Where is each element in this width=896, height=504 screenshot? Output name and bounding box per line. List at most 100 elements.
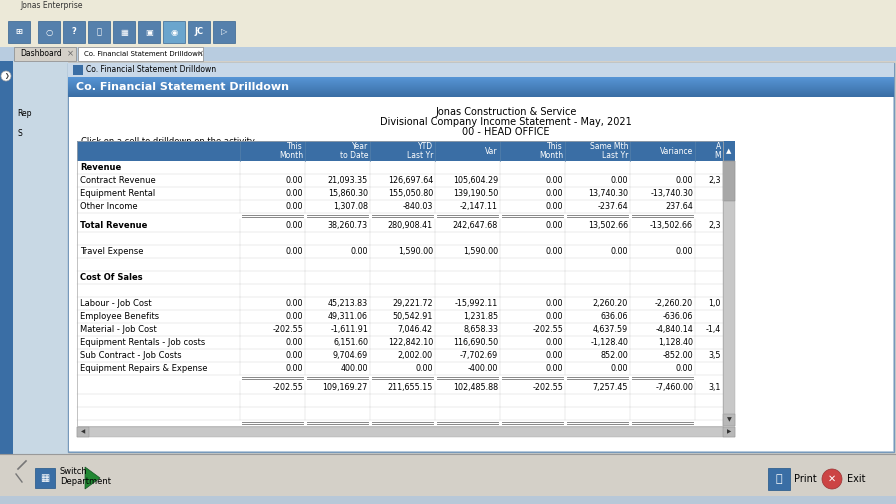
Bar: [77, 323, 723, 336]
Text: 3,1: 3,1: [709, 383, 721, 392]
Text: Employee Benefits: Employee Benefits: [80, 312, 159, 321]
Polygon shape: [85, 467, 100, 489]
Text: 2,3: 2,3: [709, 176, 721, 185]
Text: ▣: ▣: [145, 28, 153, 36]
Text: ◀: ◀: [81, 429, 85, 434]
Text: Jonas Construction & Service: Jonas Construction & Service: [435, 107, 576, 117]
Text: 0.00: 0.00: [676, 364, 693, 373]
Text: 122,842.10: 122,842.10: [388, 338, 433, 347]
Bar: [77, 141, 723, 161]
Text: 2,3: 2,3: [709, 221, 721, 230]
Bar: [68, 77, 894, 78]
Text: 105,604.29: 105,604.29: [452, 176, 498, 185]
Bar: [8, 21, 30, 43]
Text: ▦: ▦: [120, 28, 128, 36]
Text: 1,0: 1,0: [709, 299, 721, 308]
Bar: [68, 89, 894, 90]
Bar: [213, 21, 235, 43]
Bar: [0, 454, 896, 504]
Text: Revenue: Revenue: [80, 163, 121, 172]
Bar: [77, 336, 723, 349]
Text: 0.00: 0.00: [610, 176, 628, 185]
Text: 852.00: 852.00: [600, 351, 628, 360]
Text: Co. Financial Statement Drilldown: Co. Financial Statement Drilldown: [76, 82, 289, 92]
Bar: [77, 407, 723, 420]
Text: ×: ×: [197, 49, 204, 58]
Text: 45,213.83: 45,213.83: [328, 299, 368, 308]
Text: Print: Print: [794, 474, 817, 484]
Text: 0.00: 0.00: [610, 247, 628, 256]
Text: 116,690.50: 116,690.50: [452, 338, 498, 347]
Bar: [68, 80, 894, 81]
Bar: [138, 21, 160, 43]
Bar: [77, 284, 723, 297]
Bar: [188, 21, 210, 43]
Text: 9,704.69: 9,704.69: [332, 351, 368, 360]
Text: 0.00: 0.00: [610, 364, 628, 373]
Text: 38,260.73: 38,260.73: [328, 221, 368, 230]
Text: 0.00: 0.00: [286, 189, 303, 198]
Text: 0.00: 0.00: [546, 202, 563, 211]
Text: 102,485.88: 102,485.88: [452, 383, 498, 392]
Text: -202.55: -202.55: [532, 383, 563, 392]
Text: Equipment Rentals - Job costs: Equipment Rentals - Job costs: [80, 338, 205, 347]
Text: 0.00: 0.00: [546, 338, 563, 347]
Bar: [723, 427, 735, 437]
Text: 2,260.20: 2,260.20: [593, 299, 628, 308]
Text: 400.00: 400.00: [340, 364, 368, 373]
Text: -1,611.91: -1,611.91: [330, 325, 368, 334]
Text: 49,311.06: 49,311.06: [328, 312, 368, 321]
Bar: [77, 258, 723, 271]
Text: Labour - Job Cost: Labour - Job Cost: [80, 299, 151, 308]
Text: 242,647.68: 242,647.68: [452, 221, 498, 230]
Text: 15,860.30: 15,860.30: [328, 189, 368, 198]
Text: ❯: ❯: [4, 73, 8, 79]
Text: -400.00: -400.00: [468, 364, 498, 373]
Text: 3,5: 3,5: [709, 351, 721, 360]
Text: -7,460.00: -7,460.00: [655, 383, 693, 392]
Text: 00 - HEAD OFFICE: 00 - HEAD OFFICE: [462, 127, 549, 137]
Text: 21,093.35: 21,093.35: [328, 176, 368, 185]
Text: ⎙: ⎙: [776, 474, 782, 484]
Bar: [77, 362, 723, 375]
Text: 29,221.72: 29,221.72: [392, 299, 433, 308]
Text: 0.00: 0.00: [286, 202, 303, 211]
Bar: [0, 47, 896, 61]
Bar: [68, 63, 894, 77]
Text: 8,658.33: 8,658.33: [463, 325, 498, 334]
Text: Dashboard: Dashboard: [20, 49, 62, 58]
Text: -840.03: -840.03: [402, 202, 433, 211]
Bar: [68, 92, 894, 93]
Text: 0.00: 0.00: [546, 312, 563, 321]
Text: This
Month: This Month: [538, 142, 563, 160]
Bar: [0, 61, 13, 454]
Text: 13,502.66: 13,502.66: [588, 221, 628, 230]
Text: Cost Of Sales: Cost Of Sales: [80, 273, 142, 282]
Text: -237.64: -237.64: [598, 202, 628, 211]
Text: 0.00: 0.00: [286, 299, 303, 308]
Text: ×: ×: [67, 49, 74, 58]
Bar: [77, 200, 723, 213]
Text: 0.00: 0.00: [416, 364, 433, 373]
Text: ?: ?: [72, 28, 76, 36]
Text: A
M: A M: [714, 142, 721, 160]
Text: 139,190.50: 139,190.50: [452, 189, 498, 198]
Text: 0.00: 0.00: [546, 176, 563, 185]
Bar: [68, 91, 894, 92]
Bar: [68, 96, 894, 97]
Text: ✕: ✕: [828, 474, 836, 484]
Text: 126,697.64: 126,697.64: [388, 176, 433, 185]
Text: 0.00: 0.00: [286, 351, 303, 360]
Text: 7,046.42: 7,046.42: [398, 325, 433, 334]
Bar: [68, 79, 894, 80]
Bar: [38, 21, 60, 43]
Bar: [723, 141, 735, 161]
Text: -13,740.30: -13,740.30: [650, 189, 693, 198]
Text: 0.00: 0.00: [676, 176, 693, 185]
Bar: [77, 427, 735, 437]
Text: 280,908.41: 280,908.41: [388, 221, 433, 230]
Bar: [77, 297, 723, 310]
Bar: [0, 0, 896, 12]
Bar: [35, 468, 55, 488]
Text: Material - Job Cost: Material - Job Cost: [80, 325, 157, 334]
